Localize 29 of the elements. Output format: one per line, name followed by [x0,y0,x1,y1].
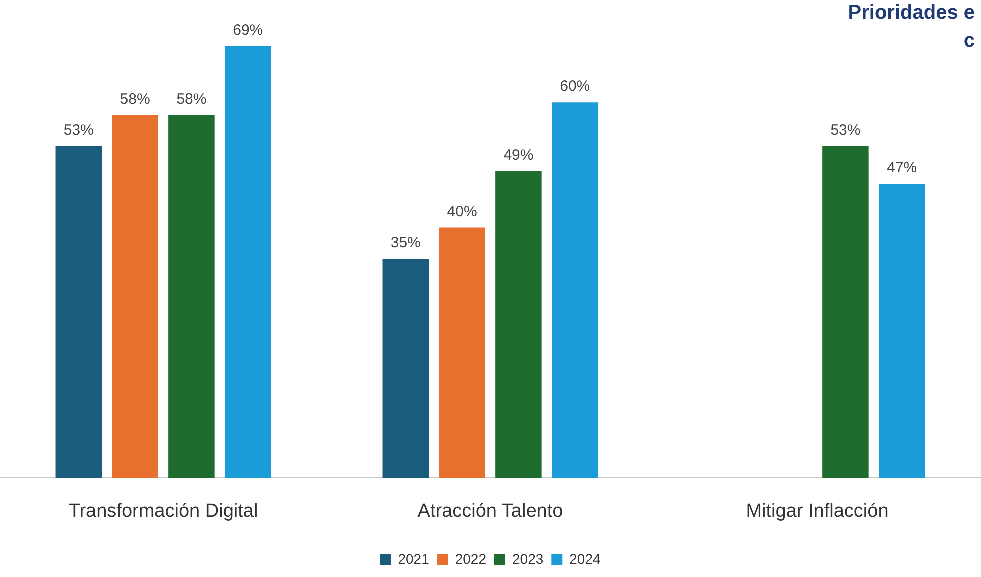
bar [56,146,102,478]
x-tick-label: Mitigar Inflacción [746,500,889,522]
x-tick-label: Atracción Talento [418,500,564,522]
bar [878,184,926,478]
bar [168,115,215,478]
bar [112,115,158,478]
legend-label: 2024 [570,550,602,567]
x-tick-label: Transformación Digital [68,500,258,522]
data-label: 58% [176,90,207,108]
data-label: 40% [447,203,478,220]
legend-label: 2023 [512,550,544,567]
data-label: 53% [64,122,94,140]
data-label: 47% [887,160,918,177]
chart-subtitle: c [964,30,975,53]
bar [822,146,869,478]
data-label: 35% [390,234,421,252]
data-label: 49% [504,147,534,164]
bar [496,171,542,478]
legend-label: 2021 [398,550,430,567]
data-label: 53% [830,122,861,140]
data-label: 58% [120,90,150,108]
chart-title: Prioridades e [848,1,975,26]
legend-label: 2022 [455,550,487,567]
data-label: 69% [233,22,264,39]
bar [382,259,430,478]
data-label: 60% [560,78,590,96]
bar [552,102,598,478]
bar [439,228,486,478]
bar [224,46,272,478]
